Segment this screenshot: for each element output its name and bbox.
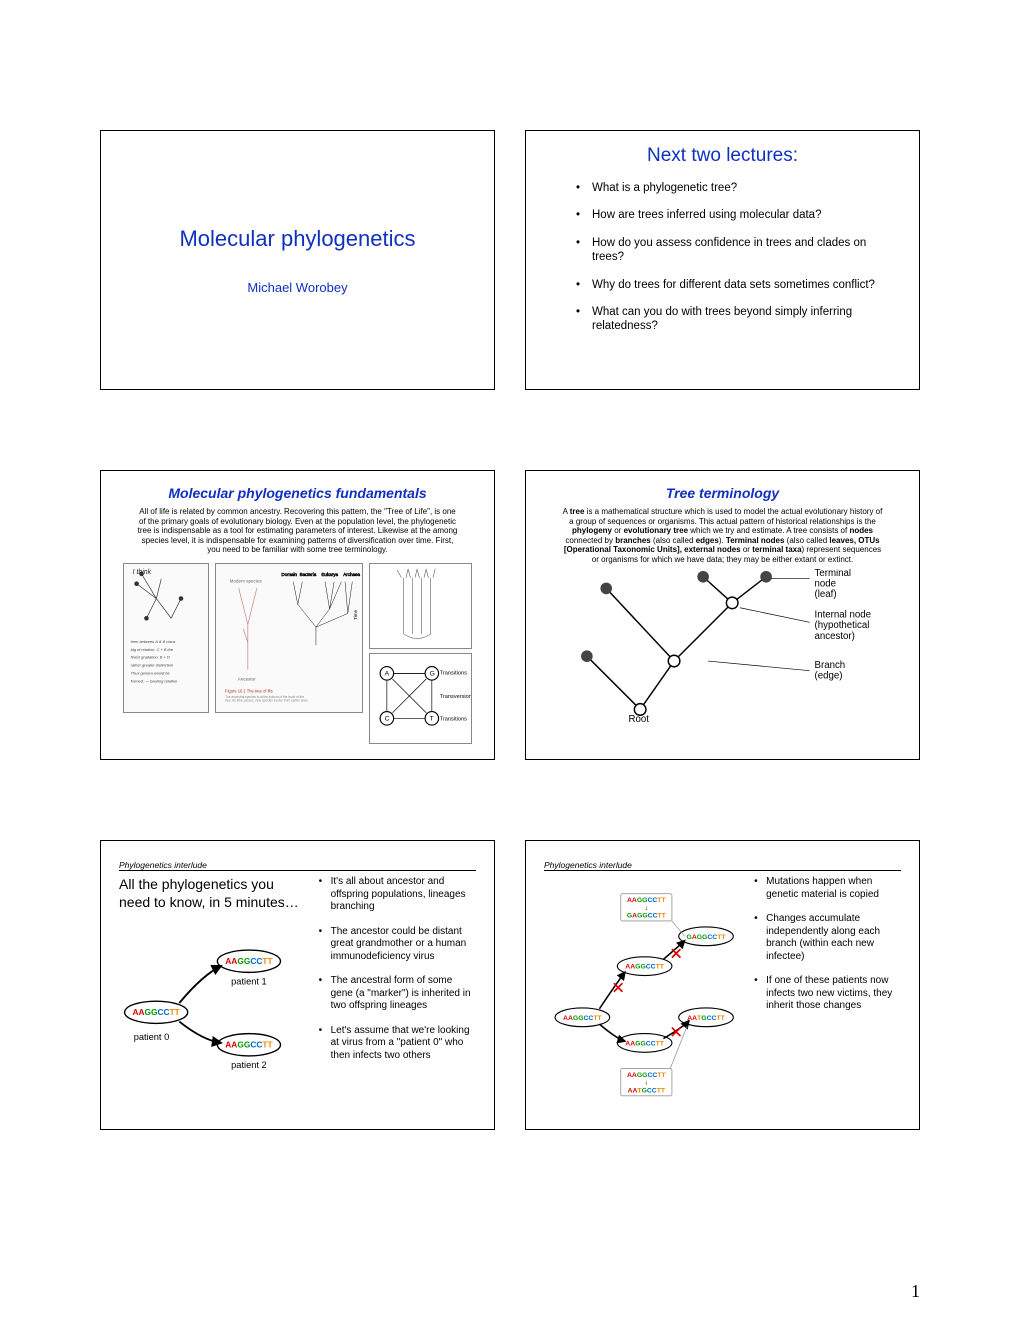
svg-text:finest gradation. B + D: finest gradation. B + D [131,655,170,660]
svg-text:formed. — bearing relation: formed. — bearing relation [131,678,178,683]
svg-text:Time: Time [353,609,358,619]
list-item: How do you assess confidence in trees an… [580,236,901,265]
svg-text:then between A & B clans: then between A & B clans [131,639,176,644]
slide3-para: All of life is related by common ancestr… [119,507,476,559]
svg-text:Bacteria: Bacteria [300,572,317,577]
slide4-para: A tree is a mathematical structure which… [544,507,901,569]
svg-text:(edge): (edge) [815,670,843,681]
page-number: 1 [911,1281,920,1302]
list-item: What is a phylogenetic tree? [580,181,901,195]
svg-text:Ancestor: Ancestor [238,677,256,682]
slide-terminology: Tree terminology A tree is a mathematica… [525,470,920,760]
svg-text:↓: ↓ [645,1080,648,1087]
svg-text:(leaf): (leaf) [815,589,837,600]
author: Michael Worobey [247,280,347,295]
svg-text:Thus genera would be: Thus genera would be [131,670,171,675]
slide5-headline: All the phylogenetics you need to know, … [119,876,305,911]
list-item: How are trees inferred using molecular d… [580,208,901,222]
svg-text:AAGGCCTT: AAGGCCTT [563,1015,602,1022]
svg-text:C: C [384,715,389,722]
svg-text:GAGGCCTT: GAGGCCTT [627,913,667,920]
p2-label: patient 2 [231,1060,267,1070]
svg-text:AAGGCCTT: AAGGCCTT [225,1040,272,1050]
svg-text:big of relation. C + B the: big of relation. C + B the [131,647,174,652]
svg-text:AAGGCCTT: AAGGCCTT [132,1007,179,1017]
svg-text:ancestor): ancestor) [815,630,855,641]
svg-text:Branch: Branch [815,659,846,670]
main-title: Molecular phylogenetics [179,226,415,252]
svg-text:Eukarya: Eukarya [322,572,339,577]
svg-text:A: A [384,670,389,677]
branching-diagram: AAGGCCTT AAGGCCTT AAGGCCTT patient 0 pat… [119,923,305,1083]
slide3-title: Molecular phylogenetics fundamentals [119,485,476,501]
interlude-tag: Phylogenetics interlude [544,860,901,871]
p0-label: patient 0 [134,1032,170,1042]
p1-label: patient 1 [231,976,267,986]
svg-text:↓: ↓ [645,905,648,912]
svg-text:AATGCCTT: AATGCCTT [687,1015,725,1022]
svg-text:Figure 16.1 The tree of life: Figure 16.1 The tree of life [226,688,274,693]
slide-title: Molecular phylogenetics Michael Worobey [100,130,495,390]
svg-text:AAGGCCTT: AAGGCCTT [225,956,272,966]
svg-text:G: G [429,670,434,677]
transitions-label2: Transitions [440,716,467,722]
svg-text:(hypothetical: (hypothetical [815,620,870,631]
mutation-tree: AAGGCCTT AAGGCCTT AAGGCCTT GAGGCCTT AATG… [544,876,740,1116]
slide-next-lectures: Next two lectures: What is a phylogeneti… [525,130,920,390]
slide2-list: What is a phylogenetic tree? How are tre… [544,181,901,334]
svg-text:Terminal: Terminal [815,569,852,579]
slide2-title: Next two lectures: [544,145,901,167]
svg-text:Archaea: Archaea [344,572,361,577]
svg-text:Domain: Domain [282,572,298,577]
list-item: Let's assume that we're looking at virus… [321,1025,476,1063]
tree-of-life: Modern species Ancestor Figure 16.1 The … [215,563,362,713]
list-item: The ancestor could be distant great gran… [321,926,476,964]
list-item: The ancestral form of some gene (a "mark… [321,975,476,1013]
svg-text:AAGGCCTT: AAGGCCTT [627,897,666,904]
svg-text:T: T [429,715,433,722]
list-item: What can you do with trees beyond simply… [580,305,901,334]
svg-text:AAGGCCTT: AAGGCCTT [625,964,664,971]
tree-diagram: Terminalnode(leaf) Internal node(hypothe… [544,569,901,724]
svg-text:AATGCCTT: AATGCCTT [628,1087,666,1094]
transitions-label: Transitions [440,670,467,676]
darwin-sketch: I think then between A & B clans big of … [123,563,209,713]
list-item: Why do trees for different data sets som… [580,278,901,292]
svg-text:AAGGCCTT: AAGGCCTT [627,1072,666,1079]
transversions-label: Transversions [440,694,471,700]
slide5-list: It's all about ancestor and offspring po… [315,876,476,1062]
interlude-tag: Phylogenetics interlude [119,860,476,871]
slide-interlude-2: Phylogenetics interlude [525,840,920,1130]
svg-text:rather greater distinction: rather greater distinction [131,663,174,668]
svg-text:Modern species: Modern species [230,579,263,584]
slide4-title: Tree terminology [544,485,901,501]
list-item: It's all about ancestor and offspring po… [321,876,476,914]
svg-text:Internal node: Internal node [815,609,871,620]
slide-interlude-1: Phylogenetics interlude All the phylogen… [100,840,495,1130]
list-item: If one of these patients now infects two… [756,975,901,1013]
transitions-box: A G C T Transitions Transversions Transi… [369,563,472,713]
svg-text:tree. As time passes, new spec: tree. As time passes, new species evolve… [226,699,310,703]
svg-text:I think: I think [133,569,152,576]
slide-fundamentals: Molecular phylogenetics fundamentals All… [100,470,495,760]
svg-text:GAGGCCTT: GAGGCCTT [687,934,727,941]
svg-text:node: node [815,578,837,589]
list-item: Mutations happen when genetic material i… [756,876,901,901]
root-label: Root [629,714,650,724]
slide3-images: I think then between A & B clans big of … [119,559,476,713]
list-item: Changes accumulate independently along e… [756,913,901,963]
slide6-list: Mutations happen when genetic material i… [750,876,901,1013]
svg-text:AAGGCCTT: AAGGCCTT [625,1040,664,1047]
